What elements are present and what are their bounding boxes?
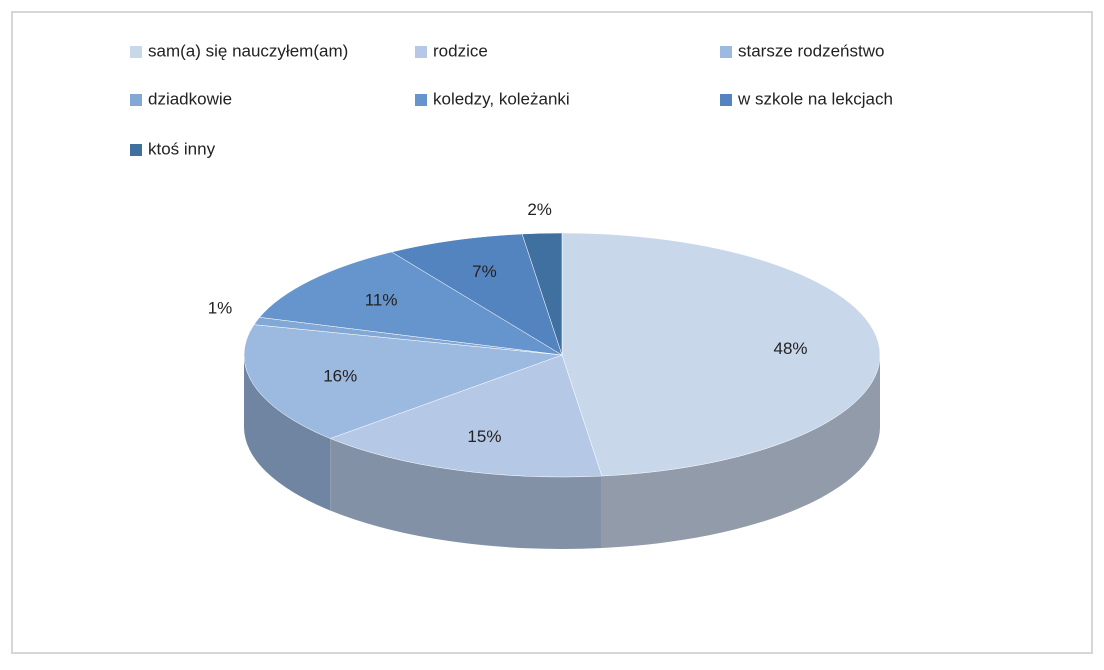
data-label: 1% (208, 298, 233, 317)
legend-label: rodzice (433, 41, 488, 60)
legend-label: starsze rodzeństwo (738, 41, 884, 60)
legend-swatch (130, 144, 142, 156)
legend-label: sam(a) się nauczyłem(am) (148, 41, 348, 60)
legend-swatch (720, 94, 732, 106)
legend-swatch (415, 94, 427, 106)
legend-label: dziadkowie (148, 89, 232, 108)
data-label: 2% (527, 200, 552, 219)
slice (561, 232, 881, 477)
slice-side (330, 438, 602, 549)
legend-swatch (130, 94, 142, 106)
legend-label: koledzy, koleżanki (433, 89, 570, 108)
data-label: 15% (467, 427, 501, 446)
data-label: 48% (773, 339, 807, 358)
legend-swatch (720, 46, 732, 58)
slice (243, 324, 563, 439)
slice (390, 233, 563, 356)
data-label: 16% (323, 366, 357, 385)
slice-side (601, 355, 880, 549)
legend-label: ktoś inny (148, 139, 216, 158)
legend-label: w szkole na lekcjach (737, 89, 893, 108)
slice (329, 354, 603, 478)
legend-swatch (130, 46, 142, 58)
slice (259, 251, 563, 356)
legend-swatch (415, 46, 427, 58)
data-label: 7% (472, 262, 497, 281)
slice-side (244, 355, 331, 511)
slice (521, 232, 563, 356)
data-label: 11% (365, 291, 398, 310)
